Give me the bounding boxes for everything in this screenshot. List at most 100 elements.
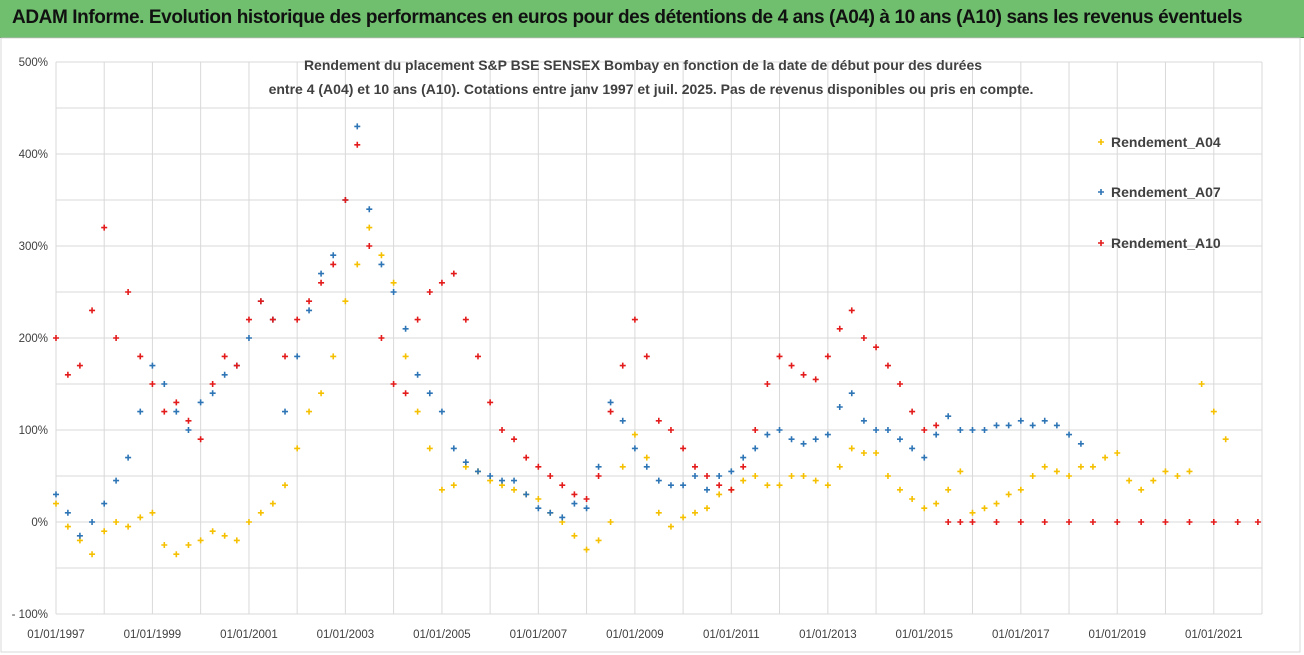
data-point: [511, 477, 518, 484]
data-point: [499, 427, 506, 433]
data-point: [1138, 486, 1145, 493]
data-point: [101, 224, 108, 231]
data-point: [414, 371, 421, 378]
x-tick-label: 01/01/1997: [27, 629, 85, 641]
data-point: [836, 404, 843, 410]
y-tick-label: 500%: [19, 57, 48, 69]
data-point: [1126, 477, 1133, 484]
data-point: [161, 408, 168, 415]
data-point: [101, 500, 108, 507]
data-point: [1066, 519, 1073, 525]
data-point: [342, 197, 349, 203]
data-point: [583, 505, 590, 512]
data-point: [860, 417, 867, 424]
data-point: [511, 486, 518, 493]
data-point: [185, 542, 192, 548]
data-point: [1162, 468, 1169, 475]
data-point: [354, 123, 361, 130]
data-point: [1066, 431, 1073, 438]
data-point: [873, 450, 880, 456]
data-point: [921, 427, 928, 433]
data-point: [921, 505, 928, 512]
data-point: [161, 542, 168, 548]
data-point: [330, 261, 337, 268]
data-point: [330, 353, 337, 360]
data-point: [933, 431, 940, 438]
data-point: [848, 307, 855, 314]
data-point: [173, 551, 180, 558]
data-point: [125, 454, 132, 461]
data-point: [137, 408, 144, 415]
data-point: [945, 413, 952, 420]
data-point: [619, 417, 626, 424]
data-point: [149, 362, 156, 369]
data-point: [1198, 381, 1205, 387]
data-point: [390, 279, 397, 286]
data-point: [306, 307, 313, 314]
data-point: [1041, 417, 1048, 424]
data-point: [631, 445, 638, 452]
y-tick-label: 300%: [19, 241, 48, 253]
data-point: [643, 454, 650, 461]
data-point: [1234, 519, 1241, 525]
data-point: [740, 463, 747, 470]
data-point: [233, 362, 240, 369]
x-tick-label: 01/01/2007: [510, 629, 568, 641]
data-point: [53, 491, 59, 498]
y-tick-label: 400%: [19, 149, 48, 161]
data-point: [402, 325, 409, 332]
series-Rendement_A10: [53, 141, 1261, 525]
legend-marker: [1098, 189, 1104, 195]
data-point: [788, 436, 795, 443]
data-point: [619, 463, 626, 470]
x-tick-label: 01/01/2021: [1185, 629, 1243, 641]
data-point: [535, 496, 542, 502]
data-point: [909, 496, 916, 502]
x-tick-label: 01/01/2013: [799, 629, 857, 641]
data-point: [764, 381, 771, 387]
data-point: [76, 362, 83, 369]
data-point: [884, 427, 891, 433]
data-point: [655, 477, 662, 484]
legend-item: Rendement_A04: [1098, 134, 1221, 150]
data-point: [402, 353, 409, 360]
data-point: [655, 509, 662, 516]
data-point: [511, 436, 518, 443]
data-point: [450, 445, 457, 452]
data-point: [426, 445, 433, 452]
data-point: [873, 427, 880, 433]
data-point: [1222, 436, 1229, 443]
data-point: [366, 224, 373, 231]
data-point: [269, 500, 276, 507]
data-point: [390, 289, 397, 295]
data-point: [89, 551, 96, 558]
data-point: [462, 316, 469, 323]
data-point: [571, 532, 578, 539]
chart-title-line-1: Rendement du placement S&P BSE SENSEX Bo…: [304, 57, 982, 73]
data-point: [969, 509, 976, 516]
data-point: [197, 436, 204, 443]
data-point: [824, 482, 831, 489]
data-point: [149, 509, 156, 516]
data-point: [233, 537, 240, 544]
data-point: [800, 473, 807, 479]
data-point: [294, 316, 301, 323]
data-point: [667, 482, 674, 489]
data-point: [101, 528, 108, 535]
data-point: [1138, 519, 1145, 525]
data-point: [619, 362, 626, 369]
data-point: [643, 463, 650, 470]
data-point: [957, 427, 964, 433]
data-point: [318, 390, 325, 397]
data-point: [64, 371, 71, 378]
data-point: [173, 399, 180, 406]
data-point: [764, 482, 771, 489]
data-point: [933, 422, 940, 429]
data-point: [64, 509, 71, 516]
data-point: [366, 243, 373, 249]
data-point: [691, 463, 698, 470]
data-point: [221, 371, 228, 378]
data-point: [1053, 468, 1060, 475]
data-point: [860, 335, 867, 341]
data-point: [1029, 473, 1036, 479]
